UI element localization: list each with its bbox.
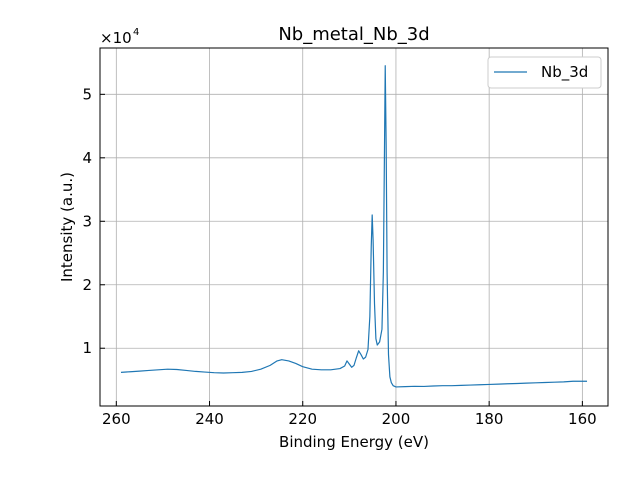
x-tick-label: 240 [195,410,224,428]
y-axis-ticks: 1 2 3 4 5 [82,85,105,357]
x-tick-label: 260 [102,410,131,428]
x-axis-ticks: 260 240 220 200 180 160 [102,401,597,428]
y-tick-label: 2 [82,276,92,294]
x-tick-label: 220 [288,410,317,428]
legend-label-nb-3d: Nb_3d [541,63,588,82]
y-multiplier: ×10 4 [100,27,139,47]
x-tick-label: 200 [382,410,411,428]
y-tick-label: 3 [82,212,92,230]
x-tick-label: 160 [568,410,597,428]
x-axis-label: Binding Energy (eV) [279,433,429,451]
plot-area-frame [99,47,609,407]
legend-box [487,56,602,89]
y-tick-label: 5 [82,85,92,103]
series-line-nb-3d [120,65,588,388]
grid-lines [100,48,608,406]
data-series [120,65,588,388]
y-tick-label: 1 [82,339,92,357]
y-axis-label: Intensity (a.u.) [58,172,76,282]
y-multiplier-base: ×10 [100,29,132,47]
chart-title: Nb_metal_Nb_3d [278,24,429,45]
y-multiplier-exponent: 4 [133,27,139,38]
legend: Nb_3d [487,56,602,89]
y-tick-label: 4 [82,149,92,167]
x-tick-label: 180 [475,410,504,428]
